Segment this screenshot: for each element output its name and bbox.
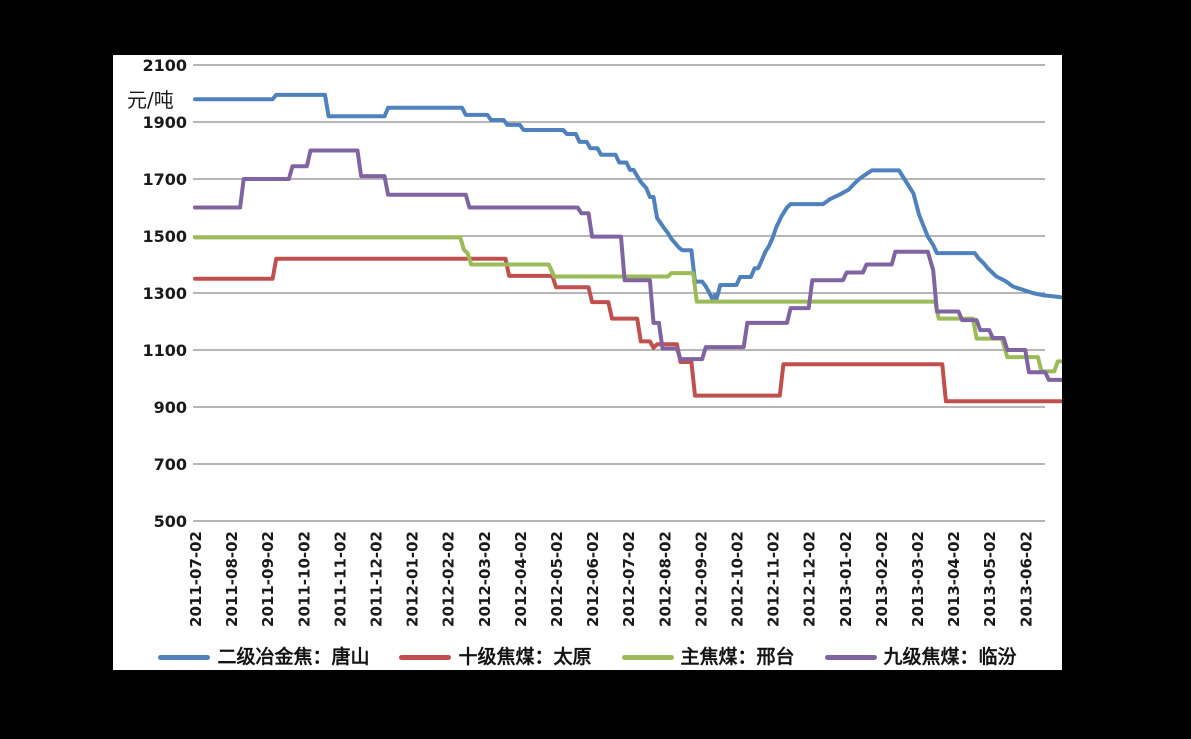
x-axis-tick-label: 2012-07-02 xyxy=(620,531,638,627)
x-axis-tick-label: 2013-06-02 xyxy=(1017,531,1035,627)
y-axis-tick-label: 1700 xyxy=(142,170,187,189)
legend-item-3: 九级焦煤：临汾 xyxy=(824,646,1017,668)
legend-item-2: 主焦煤：邢台 xyxy=(621,646,795,668)
chart-panel: 2100 1900 1700 1500 1300 1100 900 700 500 元/吨 2011… xyxy=(113,55,1062,670)
x-axis-tick-label: 2013-03-02 xyxy=(909,531,927,627)
x-axis-tick-label: 2012-04-02 xyxy=(512,531,530,627)
legend-item-0: 二级冶金焦：唐山 xyxy=(158,646,369,668)
legend-label: 九级焦煤：临汾 xyxy=(883,646,1017,668)
x-axis-tick-label: 2013-01-02 xyxy=(837,531,855,627)
x-axis-tick-label: 2011-12-02 xyxy=(368,531,386,627)
x-axis-tick-label: 2013-05-02 xyxy=(981,531,999,627)
y-axis-tick-label: 900 xyxy=(154,398,187,417)
y-axis-tick-label: 500 xyxy=(154,512,187,531)
legend-swatch-icon xyxy=(399,654,452,660)
x-axis-tick-label: 2012-08-02 xyxy=(656,531,674,627)
x-axis-tick-label: 2011-07-02 xyxy=(187,531,205,627)
legend-label: 主焦煤：邢台 xyxy=(680,646,795,668)
x-axis-tick-label: 2011-11-02 xyxy=(331,531,349,627)
legend-label: 二级冶金焦：唐山 xyxy=(217,646,370,668)
y-axis-tick-label: 1100 xyxy=(142,341,187,360)
x-axis-tick-label: 2012-11-02 xyxy=(765,531,783,627)
series-line-0 xyxy=(193,92,1062,303)
x-axis-tick-label: 2012-10-02 xyxy=(729,531,747,627)
y-axis-tick-label: 1300 xyxy=(142,284,187,303)
x-axis-tick-label: 2011-10-02 xyxy=(295,531,313,627)
y-axis-tick-label: 1900 xyxy=(142,113,187,132)
x-axis-tick-label: 2011-09-02 xyxy=(259,531,277,627)
x-axis-tick-label: 2013-02-02 xyxy=(873,531,891,627)
y-axis-tick-label: 2100 xyxy=(142,56,187,75)
x-axis-tick-label: 2012-12-02 xyxy=(801,531,819,627)
x-axis-tick-label: 2012-05-02 xyxy=(548,531,566,627)
x-axis-tick-label: 2013-04-02 xyxy=(945,531,963,627)
series-line-3 xyxy=(193,148,1062,382)
y-axis-tick-label: 1500 xyxy=(142,227,187,246)
x-axis-tick-label: 2012-01-02 xyxy=(404,531,422,627)
legend-swatch-icon xyxy=(621,654,674,660)
legend-swatch-icon xyxy=(158,654,211,660)
x-axis-tick-label: 2012-02-02 xyxy=(440,531,458,627)
x-axis-tick-label: 2012-09-02 xyxy=(692,531,710,627)
x-axis-tick-label: 2011-08-02 xyxy=(223,531,241,627)
line-chart: 2100 1900 1700 1500 1300 1100 900 700 500 元/吨 2011… xyxy=(127,56,1062,627)
legend-swatch-icon xyxy=(824,654,877,660)
legend-label: 十级焦煤：太原 xyxy=(458,646,592,668)
series-line-2 xyxy=(193,235,1062,374)
legend-item-1: 十级焦煤：太原 xyxy=(399,646,592,668)
y-axis-tick-label: 700 xyxy=(154,455,187,474)
x-axis-tick-label: 2012-03-02 xyxy=(476,531,494,627)
y-axis-unit-label: 元/吨 xyxy=(127,88,174,112)
x-axis-tick-label: 2012-06-02 xyxy=(584,531,602,627)
series-line-1 xyxy=(193,256,1062,404)
chart-legend: 二级冶金焦：唐山 十级焦煤：太原 主焦煤：邢台 九级焦煤：临汾 xyxy=(113,646,1062,668)
